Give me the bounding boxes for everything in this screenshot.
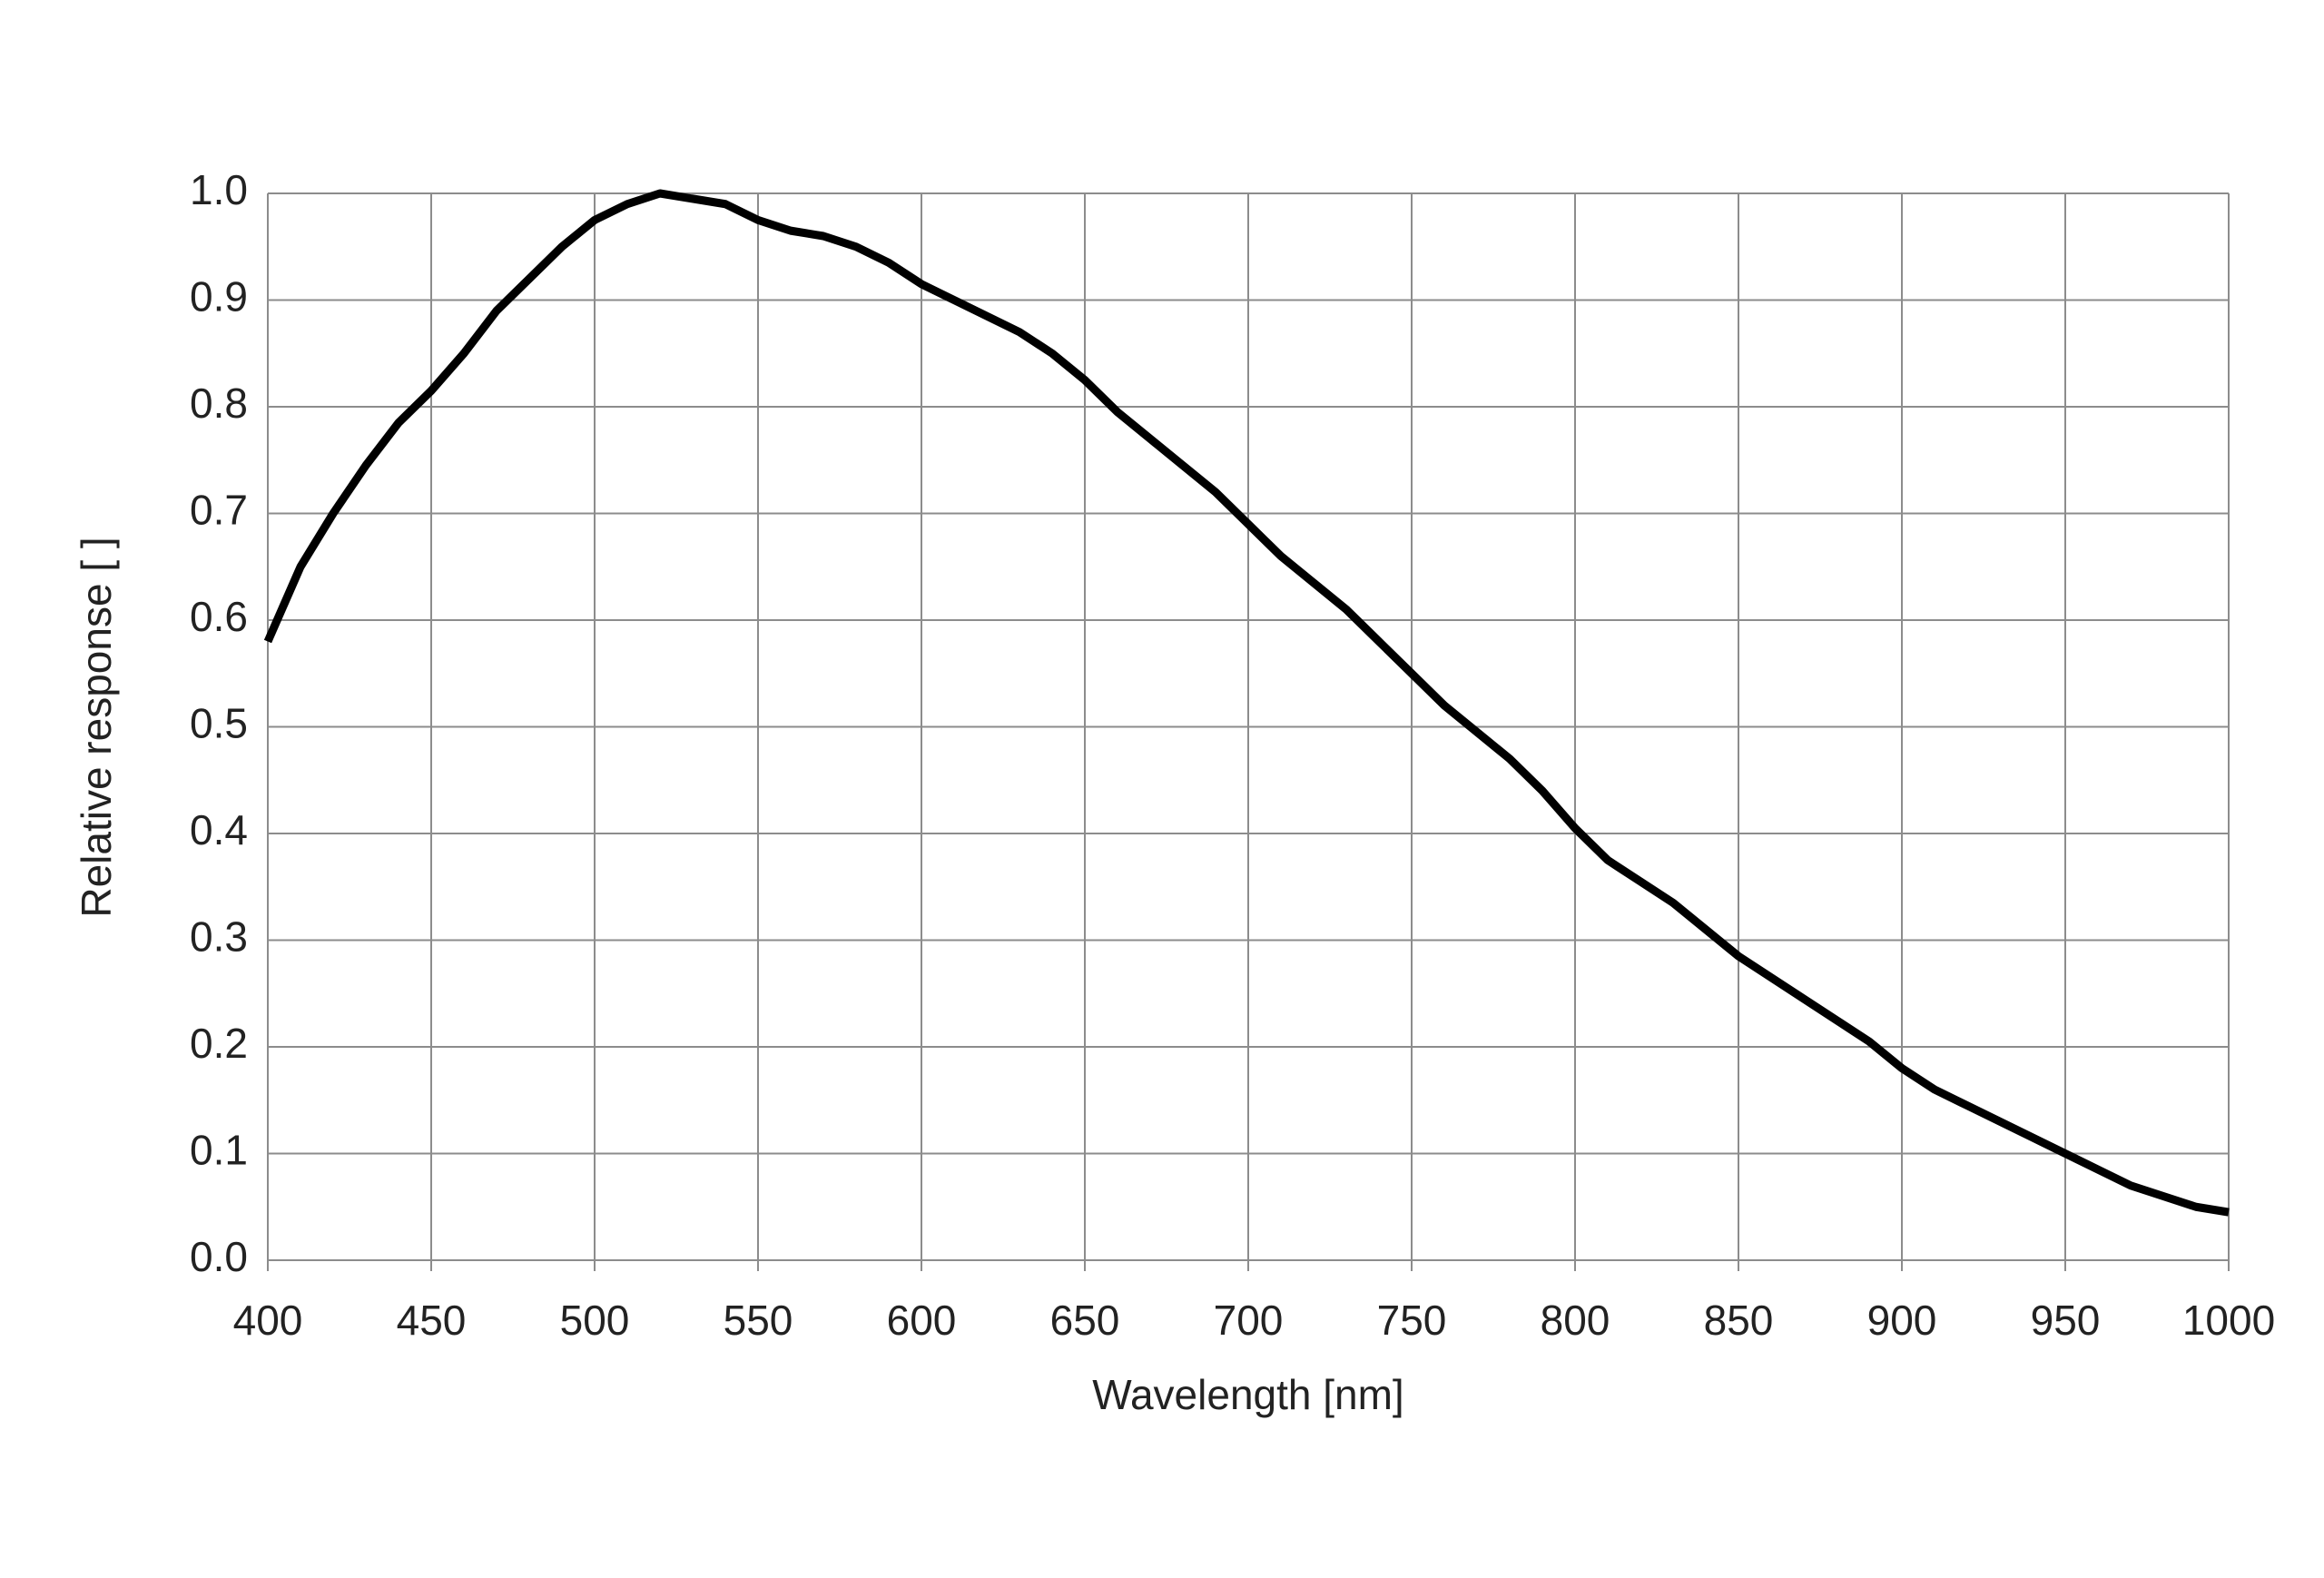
x-tick-label: 550 xyxy=(724,1297,793,1344)
y-axis-title: Relative response [ ] xyxy=(73,537,120,917)
y-tick-label: 0.9 xyxy=(190,273,248,321)
data-line xyxy=(263,189,2230,1217)
y-tick-label: 0.0 xyxy=(190,1233,248,1280)
y-tick-label: 0.1 xyxy=(190,1127,248,1174)
y-tick-label: 0.8 xyxy=(190,380,248,427)
x-axis-title: Wavelength [nm] xyxy=(1092,1371,1403,1418)
x-tick-label: 800 xyxy=(1541,1297,1610,1344)
y-tick-label: 0.7 xyxy=(190,487,248,534)
y-tick-label: 1.0 xyxy=(190,166,248,213)
x-tick-label: 450 xyxy=(397,1297,467,1344)
x-tick-label: 900 xyxy=(1867,1297,1937,1344)
x-tick-label: 400 xyxy=(233,1297,303,1344)
y-tick-label: 0.4 xyxy=(190,806,248,853)
y-tick-label: 0.2 xyxy=(190,1020,248,1067)
x-tick-label: 650 xyxy=(1050,1297,1120,1344)
x-tick-label: 700 xyxy=(1214,1297,1284,1344)
y-tick-label: 0.6 xyxy=(190,593,248,640)
x-tick-label: 950 xyxy=(2031,1297,2101,1344)
y-tick-label: 0.5 xyxy=(190,700,248,747)
x-tick-label: 500 xyxy=(560,1297,630,1344)
x-tick-label: 850 xyxy=(1704,1297,1774,1344)
y-tick-label: 0.3 xyxy=(190,913,248,961)
x-tick-label: 1000 xyxy=(2182,1297,2275,1344)
x-tick-label: 750 xyxy=(1377,1297,1447,1344)
x-tick-label: 600 xyxy=(887,1297,957,1344)
